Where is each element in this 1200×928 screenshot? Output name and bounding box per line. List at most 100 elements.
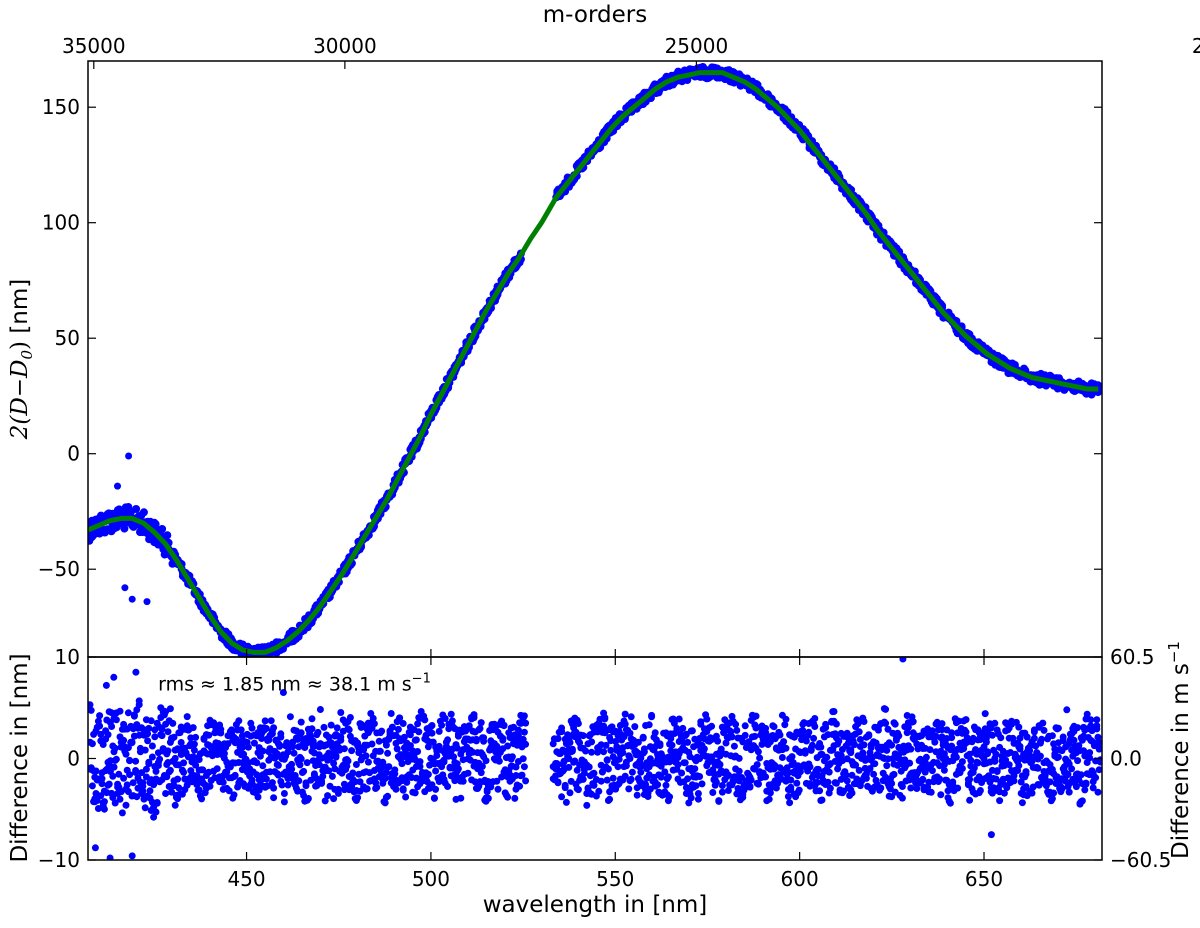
residual-point [1082, 780, 1090, 788]
residual-point [664, 773, 672, 781]
residual-point [666, 793, 674, 801]
residual-point [606, 795, 614, 803]
residual-point [300, 767, 308, 775]
residual-point [166, 705, 174, 713]
x-tick-label: 600 [781, 867, 819, 891]
residual-point [482, 757, 490, 765]
residual-point [244, 743, 252, 751]
main-band-point [163, 531, 172, 540]
residual-point [860, 718, 868, 725]
residual-point [561, 784, 569, 792]
residual-point [522, 740, 530, 748]
residual-point [444, 783, 452, 790]
residual-point [687, 794, 695, 802]
residual-point [494, 785, 502, 793]
residual-point [583, 801, 591, 809]
residual-point [739, 793, 747, 801]
residual-point [100, 805, 108, 813]
residual-point [974, 759, 982, 767]
residual-y-tick-label: 10 [55, 645, 80, 669]
residual-point [98, 775, 106, 783]
residual-point [99, 741, 107, 748]
residual-point [741, 722, 749, 730]
residual-point [235, 717, 243, 725]
residual-point [391, 766, 399, 774]
residual-point [198, 795, 206, 803]
residual-point [512, 763, 520, 771]
residual-point [739, 738, 747, 746]
residual-point [493, 777, 501, 785]
residual-outlier-point [91, 844, 99, 852]
x-tick-label: 450 [227, 867, 265, 891]
residual-point [213, 765, 221, 773]
residual-point [603, 776, 611, 784]
residual-point [116, 795, 124, 803]
residual-point [558, 728, 566, 736]
residual-point [907, 745, 915, 753]
residual-point [966, 796, 974, 804]
residual-point [146, 787, 154, 795]
residual-point [975, 773, 983, 781]
residual-point [520, 763, 528, 771]
residual-point [500, 721, 508, 729]
residual-point [651, 729, 659, 737]
residual-point [270, 794, 278, 802]
residual-point [122, 750, 130, 758]
residual-point [118, 809, 126, 817]
residual-point [996, 797, 1004, 805]
residual-point [291, 772, 299, 779]
residual-point [874, 726, 882, 734]
residual-point [142, 765, 150, 773]
residual-point [600, 748, 608, 756]
residual-point [349, 769, 357, 777]
main-plot-area [88, 63, 1102, 657]
residual-point [441, 715, 449, 722]
residual-point [940, 766, 948, 774]
residual-point [190, 740, 198, 748]
main-outlier-point [143, 598, 151, 606]
residual-y-tick-label: −10 [38, 848, 80, 872]
residual-point [199, 766, 207, 774]
residual-point [1015, 762, 1023, 770]
residual-point [843, 777, 851, 785]
residual-point [319, 772, 327, 780]
residual-point [385, 763, 393, 771]
residual-point [276, 742, 284, 750]
residual-point [814, 765, 822, 773]
top-tick-label: 30000 [313, 34, 377, 58]
residual-point [376, 747, 384, 755]
residual-point [381, 799, 389, 807]
residual-point [278, 781, 286, 789]
residual-point [780, 738, 788, 746]
residual-point [673, 725, 681, 732]
residual-point [579, 732, 587, 740]
residual-point [124, 709, 132, 717]
residual-annotation: rms ≈ 1.85 nm ≈ 38.1 m s−1 [158, 672, 431, 696]
residual-point [966, 775, 974, 783]
residual-point [259, 747, 267, 755]
residual-point [504, 742, 512, 750]
residual-point [499, 736, 507, 744]
residual-point [746, 783, 754, 791]
residual-point [297, 729, 305, 737]
top-tick-label: 20000 [1192, 34, 1200, 58]
residual-point [730, 742, 738, 750]
residual-right-y-ticks: −60.5 0.0 60.5 [1094, 645, 1171, 872]
residual-point [277, 730, 285, 738]
residual-point [597, 777, 605, 785]
residual-point [962, 716, 970, 724]
residual-point [612, 738, 620, 745]
residual-point [895, 732, 903, 740]
residual-point [180, 768, 188, 776]
residual-point [115, 770, 123, 778]
residual-point [152, 767, 160, 775]
residual-outlier-point [110, 673, 118, 681]
residual-point [415, 728, 423, 736]
residual-point [92, 767, 100, 775]
residual-point [832, 779, 840, 787]
residual-point [248, 724, 256, 732]
residual-point [1016, 745, 1024, 753]
residual-point [330, 759, 338, 767]
residual-point [656, 742, 664, 749]
